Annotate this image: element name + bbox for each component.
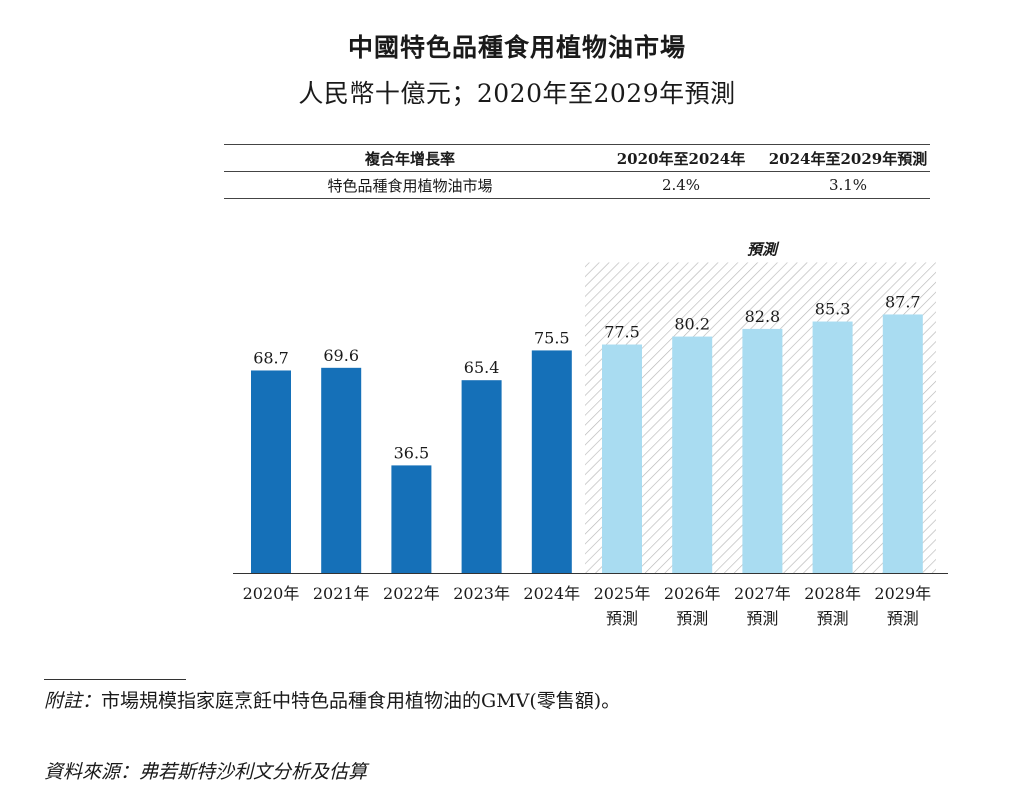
bar-6 [672,336,713,573]
cagr-row: 特色品種食用植物油市場 2.4% 3.1% [224,172,930,199]
category-label-1: 2021年 [313,584,370,603]
bar-2 [391,465,432,573]
bar-chart: 預測 68.7 2020年 69.6 2021年 36.5 2022年 65.4 2023年 75… [233,240,948,628]
note-text: 市場規模指家庭烹飪中特色品種食用植物油的GMV(零售額)。 [101,690,621,712]
cagr-header-period2: 2024年至2029年預測 [768,149,928,168]
category-label-7-sub: 預測 [746,609,778,628]
category-label-6-sub: 預測 [676,609,708,628]
bar-3 [461,380,502,573]
value-label-2: 36.5 [394,443,430,462]
value-label-4: 75.5 [534,328,570,347]
value-label-1: 69.6 [323,346,359,365]
category-label-0: 2020年 [243,584,300,603]
category-label-3: 2023年 [453,584,510,603]
value-label-6: 80.2 [674,315,710,334]
cagr-header-label: 複合年增長率 [364,149,455,168]
category-label-5: 2025年 [594,584,651,603]
category-label-6: 2026年 [664,584,721,603]
value-label-5: 77.5 [604,323,640,342]
category-label-4: 2024年 [523,584,580,603]
cagr-row-label: 特色品種食用植物油市場 [327,176,493,195]
cagr-row-value2: 3.1% [828,176,868,194]
value-label-9: 87.7 [885,292,921,311]
source-label: 資料來源： [44,761,140,783]
bar-7 [742,328,783,573]
value-label-8: 85.3 [815,300,851,319]
category-label-5-sub: 預測 [606,609,638,628]
bar-5 [602,344,642,573]
category-label-9: 2029年 [874,584,931,603]
category-label-8: 2028年 [804,584,861,603]
source-text: 弗若斯特沙利文分析及估算 [139,761,368,783]
note-label: 附註： [44,690,102,712]
chart-subtitle: 人民幣十億元；2020年至2029年預測 [298,79,736,108]
footnote-note: 附註：市場規模指家庭烹飪中特色品種食用植物油的GMV(零售額)。 [44,686,620,713]
cagr-header-period1: 2020年至2024年 [616,149,746,168]
bar-0 [251,370,291,573]
footnote-source: 資料來源：弗若斯特沙利文分析及估算 [44,757,367,784]
bar-8 [812,321,853,573]
category-label-8-sub: 預測 [817,609,849,628]
cagr-header-row: 複合年增長率 2020年至2024年 2024年至2029年預測 [224,144,930,172]
value-label-0: 68.7 [253,348,289,367]
forecast-label: 預測 [747,240,780,258]
cagr-row-value1: 2.4% [661,176,701,194]
value-label-3: 65.4 [464,358,500,377]
cagr-table: 複合年增長率 2020年至2024年 2024年至2029年預測 特色品種食用植… [224,144,930,199]
category-label-2: 2022年 [383,584,440,603]
bar-1 [321,367,362,573]
chart-title: 中國特色品種食用植物油市場 [347,33,686,62]
bar-9 [882,314,923,573]
value-label-7: 82.8 [745,307,781,326]
bar-4 [531,350,572,573]
category-label-9-sub: 預測 [887,609,919,628]
category-label-7: 2027年 [734,584,791,603]
footnote-divider [44,679,186,680]
